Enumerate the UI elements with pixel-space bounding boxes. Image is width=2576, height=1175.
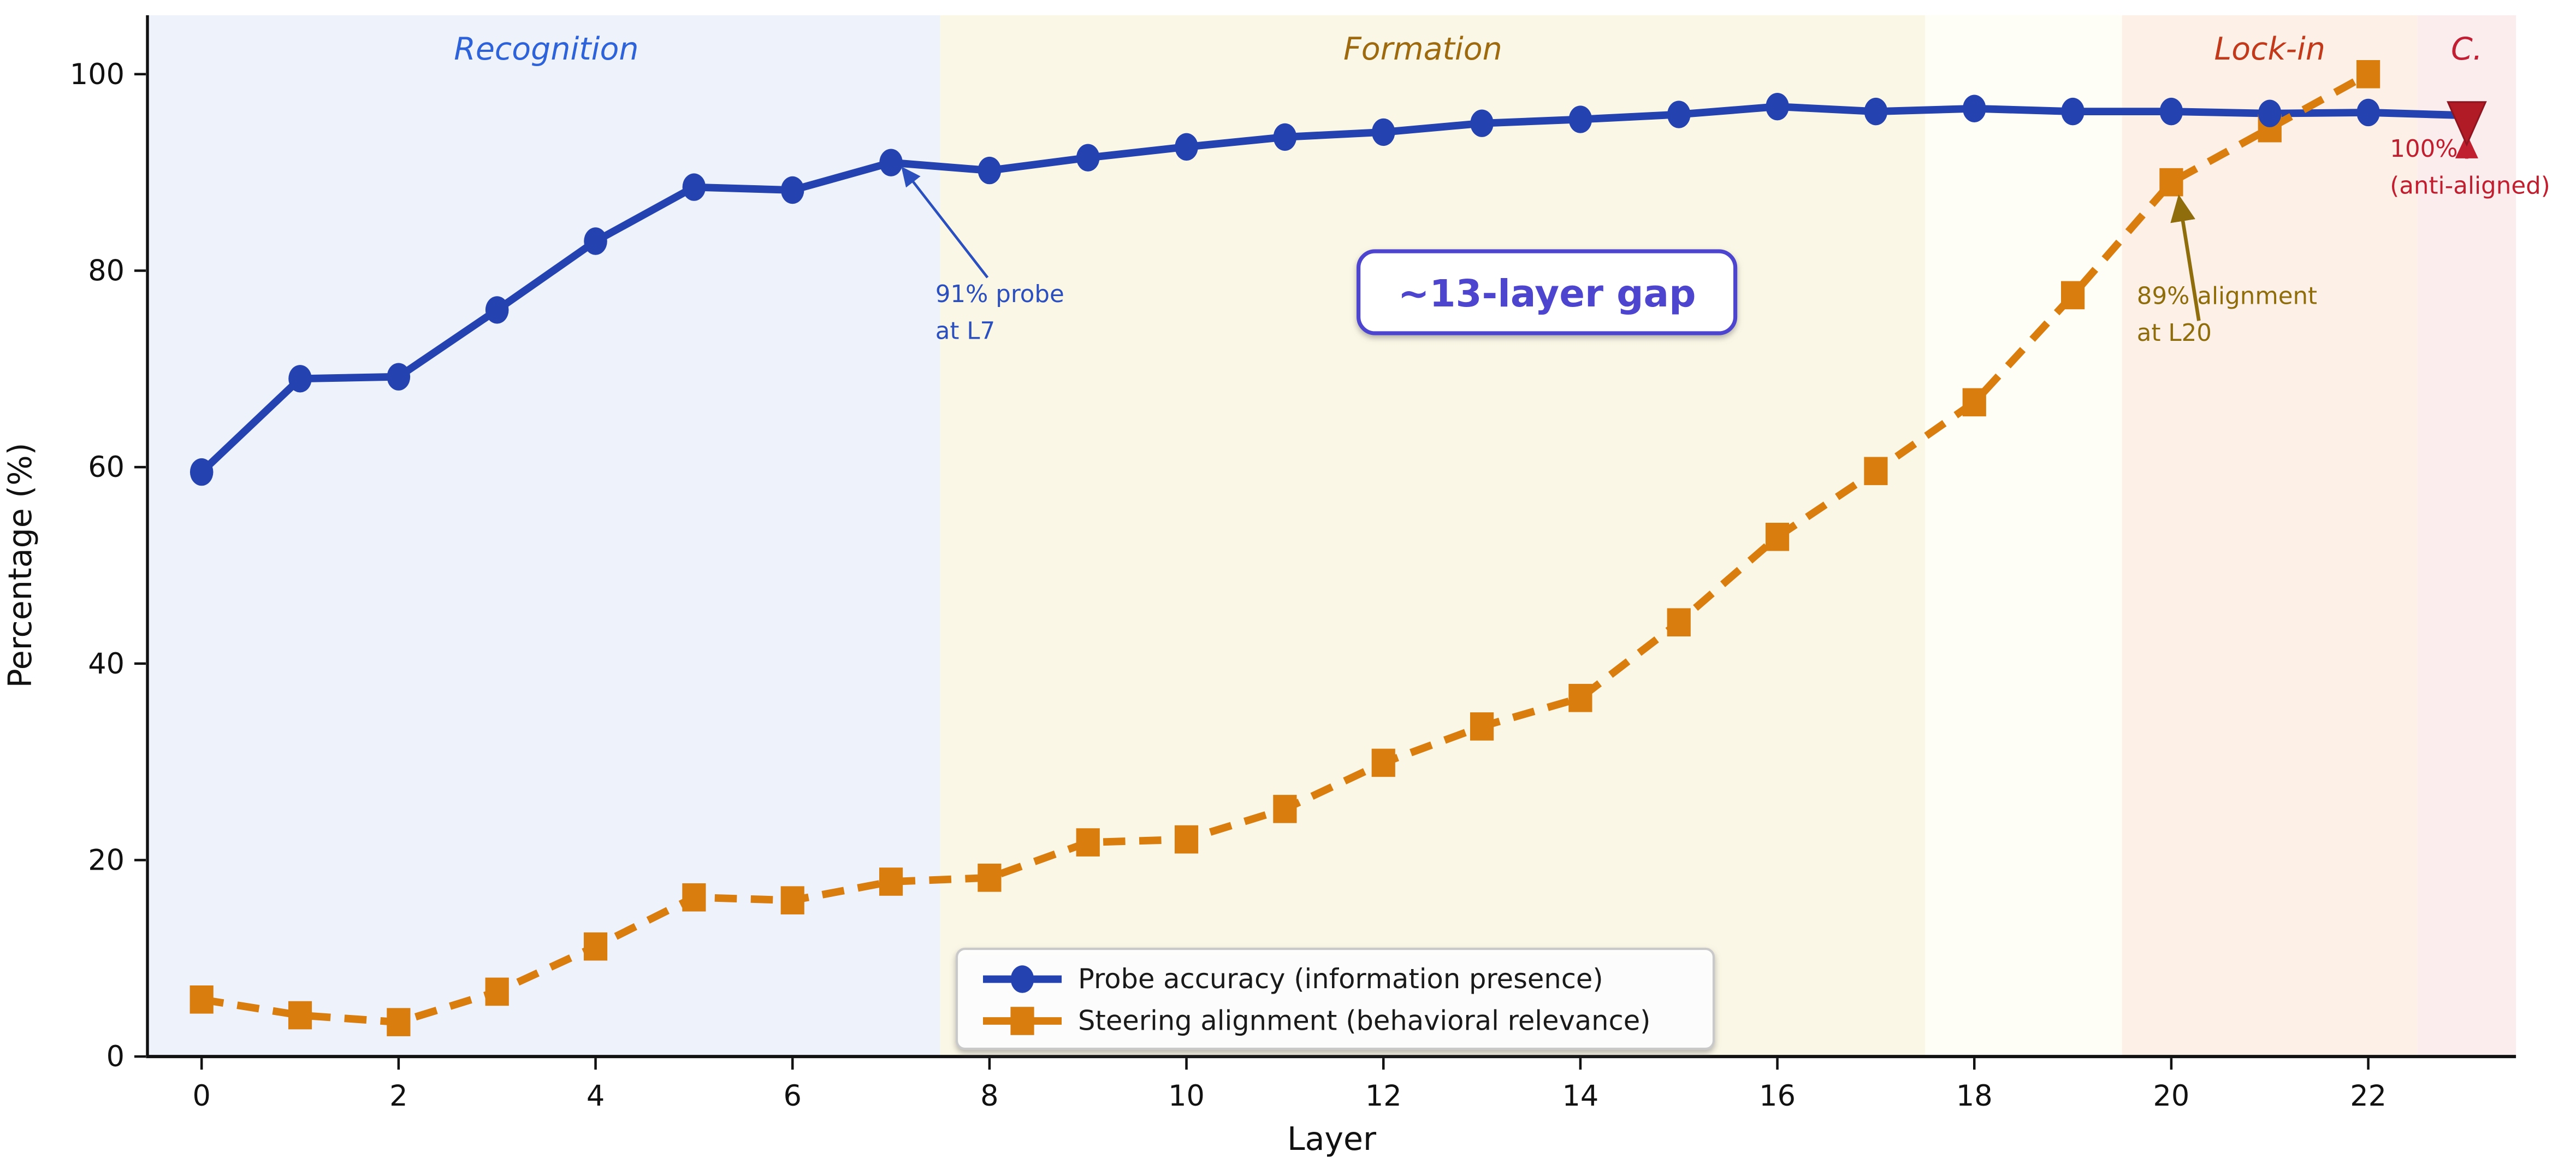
probe-data-point	[1667, 101, 1691, 128]
probe-data-point	[288, 365, 312, 393]
probe-data-point	[584, 227, 607, 255]
y-tick-label: 60	[88, 451, 125, 484]
x-tick-label: 14	[1562, 1079, 1598, 1113]
y-tick-label: 80	[88, 254, 125, 287]
x-tick-label: 4	[587, 1079, 605, 1113]
probe-data-point	[387, 363, 411, 391]
legend-square-marker	[1010, 1007, 1034, 1035]
probe-data-point	[1470, 109, 1494, 137]
x-tick-label: 2	[389, 1079, 407, 1113]
band-recognition	[147, 15, 940, 1057]
probe-data-point	[1175, 133, 1198, 161]
steering-data-point	[485, 977, 509, 1006]
steering-data-point	[387, 1008, 411, 1036]
band-label-formation: Formation	[1343, 31, 1502, 67]
legend-box	[955, 947, 1715, 1050]
steering-data-point	[1470, 712, 1494, 741]
probe-data-point	[2159, 97, 2183, 126]
probe-data-point	[1371, 118, 1395, 146]
steering-data-point	[2060, 281, 2085, 310]
steering-data-point	[1667, 608, 1691, 637]
y-tick-label: 40	[88, 647, 125, 681]
band-formation	[940, 15, 1926, 1057]
steering-data-point	[190, 985, 214, 1014]
steering-data-point	[1273, 795, 1297, 823]
legend-entry-label: Probe accuracy (information presence)	[1078, 963, 1603, 995]
y-tick-label: 20	[88, 843, 125, 877]
band-label-lock-in: Lock-in	[2214, 31, 2326, 67]
x-tick-label: 16	[1759, 1079, 1796, 1113]
y-tick-label: 0	[106, 1040, 125, 1073]
probe-data-point	[1568, 105, 1592, 133]
x-axis-label: Layer	[1287, 1120, 1377, 1158]
probe-data-point	[1273, 123, 1297, 151]
legend-entry: Steering alignment (behavioral relevance…	[983, 1005, 1651, 1037]
probe-data-point	[2061, 97, 2085, 126]
legend: Probe accuracy (information presence) Ste…	[955, 947, 1715, 1050]
gap-box-frame	[1356, 249, 1738, 335]
probe-data-point	[1962, 95, 1986, 122]
x-tick-label: 18	[1956, 1079, 1993, 1113]
steering-data-point	[583, 932, 608, 961]
band-formation-fade	[1925, 15, 2122, 1057]
steering-data-point	[879, 867, 903, 896]
probe-data-point	[1864, 97, 1888, 126]
x-tick-label: 20	[2153, 1079, 2190, 1113]
anti-note-text: 100% (anti-aligned)	[2390, 135, 2550, 199]
x-tick-label: 10	[1168, 1079, 1205, 1113]
steering-data-point	[1371, 748, 1395, 777]
steering-data-point	[2356, 60, 2380, 88]
steering-data-point	[288, 1001, 312, 1030]
band-consolidation	[2417, 15, 2516, 1057]
probe-accuracy-line	[198, 103, 2471, 476]
x-tick-label: 6	[784, 1079, 802, 1113]
align-note-arrow	[2170, 194, 2201, 321]
probe-data-point	[2258, 99, 2282, 127]
probe-data-point	[780, 176, 804, 204]
x-tick-label: 12	[1365, 1079, 1402, 1113]
steering-data-point	[1568, 683, 1592, 712]
x-tick-label: 0	[192, 1079, 210, 1113]
steering-data-point	[1076, 828, 1100, 857]
steering-data-point	[1765, 522, 1790, 551]
probe-data-point	[485, 296, 509, 324]
probe-data-point	[2356, 98, 2380, 127]
probe-note-arrow	[901, 166, 989, 279]
probe-data-point	[190, 458, 214, 486]
probe-data-point	[978, 156, 1002, 185]
steering-data-point	[780, 886, 804, 914]
steering-data-point	[1174, 825, 1199, 854]
probe-data-point	[682, 173, 706, 201]
steering-data-point	[2159, 168, 2183, 197]
steering-data-point	[1864, 457, 1888, 486]
band-label-recognition: Recognition	[454, 31, 638, 67]
align-note-text: 89% alignment at L20	[2137, 283, 2317, 347]
steering-data-point	[682, 883, 706, 912]
steering-data-point	[978, 864, 1002, 892]
y-axis-label: Percentage (%)	[2, 442, 39, 688]
steering-data-point	[1962, 388, 1986, 417]
anti-aligned-triangle-marker	[2447, 101, 2487, 147]
legend-entry-label: Steering alignment (behavioral relevance…	[1078, 1005, 1651, 1037]
probe-data-point	[1766, 92, 1789, 121]
legend-circle-marker	[1010, 965, 1034, 993]
probe-data-point	[879, 149, 903, 176]
x-tick-label: 8	[980, 1079, 998, 1113]
gap-box-text: ~13-layer gap	[1398, 272, 1696, 316]
probe-data-point	[1076, 144, 1100, 172]
legend-entry: Probe accuracy (information presence)	[983, 963, 1603, 995]
band-label-consolidation: C.	[2451, 31, 2483, 67]
y-tick-label: 100	[70, 58, 125, 91]
probe-note-text: 91% probe at L7	[935, 281, 1064, 345]
x-tick-label: 22	[2350, 1079, 2386, 1113]
